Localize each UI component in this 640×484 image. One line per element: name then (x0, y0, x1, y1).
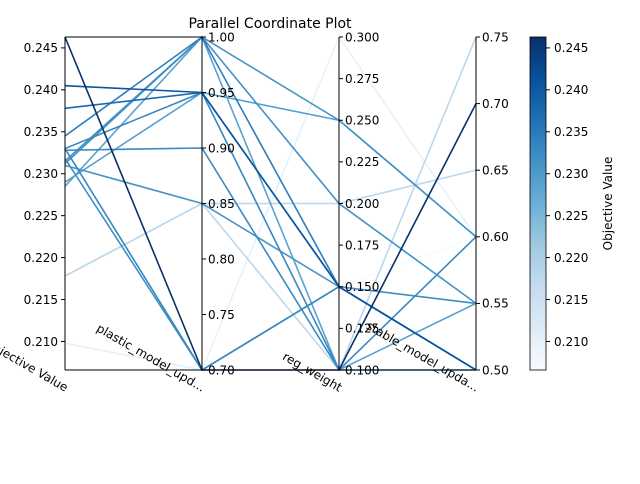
axis-tick-label: 0.275 (345, 72, 379, 86)
colorbar-tick-label: 0.215 (554, 293, 588, 307)
axis-tick-label: 0.95 (208, 86, 235, 100)
axis-tick-label: 1.00 (208, 30, 235, 44)
axis-tick-label: 0.50 (482, 363, 509, 377)
axis-tick-label: 0.220 (24, 251, 58, 265)
series-line-16 (64, 84, 477, 371)
axis-tick-label: 0.210 (24, 335, 58, 349)
axes-group: 0.210 0.215 0.220 0.225 0.230 0.235 0.240 0.245… (0, 30, 509, 394)
axis-tick-label: 0.125 (345, 322, 379, 336)
series-lines (64, 35, 477, 372)
axis-tick-label: 0.80 (208, 252, 235, 266)
axis-tick-label: 0.175 (345, 238, 379, 252)
axis-tick-label: 0.60 (482, 230, 509, 244)
series-line-6 (64, 91, 477, 238)
colorbar-tick-label: 0.240 (554, 83, 588, 97)
axis-tick-label: 0.150 (345, 280, 379, 294)
axis-tick-label: 0.215 (24, 293, 58, 307)
axis-name-label: reg_weight (280, 349, 345, 394)
axis-tick-label: 0.75 (482, 30, 509, 44)
axis-tick-label: 0.240 (24, 83, 58, 97)
colorbar-tick-label: 0.230 (554, 167, 588, 181)
axis-name-label: plastic_model_upd... (94, 321, 207, 395)
axis-tick-label: 0.250 (345, 114, 379, 128)
axis-tick-label: 0.70 (482, 97, 509, 111)
colorbar: Objective Value 0.210 0.215 0.220 0.225 0.23… (529, 36, 615, 371)
colorbar-label: Objective Value (601, 157, 615, 251)
colorbar-tick-label: 0.220 (554, 251, 588, 265)
axis-tick-label: 0.230 (24, 167, 58, 181)
series-line-5 (64, 35, 477, 372)
axis-tick-label: 0.225 (24, 209, 58, 223)
axis-tick-label: 0.90 (208, 141, 235, 155)
axis-tick-label: 0.85 (208, 197, 235, 211)
axis-tick-label: 0.245 (24, 41, 58, 55)
axis-tick-label: 0.225 (345, 155, 379, 169)
colorbar-tick-label: 0.225 (554, 209, 588, 223)
axis-tick-label: 0.200 (345, 197, 379, 211)
series-line-11 (64, 147, 477, 372)
series-line-8 (64, 36, 477, 238)
series-line-4 (64, 36, 477, 372)
axis-tick-label: 0.55 (482, 297, 509, 311)
colorbar-tick-label: 0.245 (554, 41, 588, 55)
axis-tick-label: 0.65 (482, 164, 509, 178)
colorbar-gradient (529, 36, 547, 371)
chart-title: Parallel Coordinate Plot (188, 16, 352, 32)
colorbar-tick-label: 0.210 (554, 335, 588, 349)
colorbar-tick-label: 0.235 (554, 125, 588, 139)
series-line-9 (64, 35, 477, 305)
axis-tick-label: 0.235 (24, 125, 58, 139)
axis-tick-label: 0.300 (345, 30, 379, 44)
axis-tick-label: 0.75 (208, 308, 235, 322)
